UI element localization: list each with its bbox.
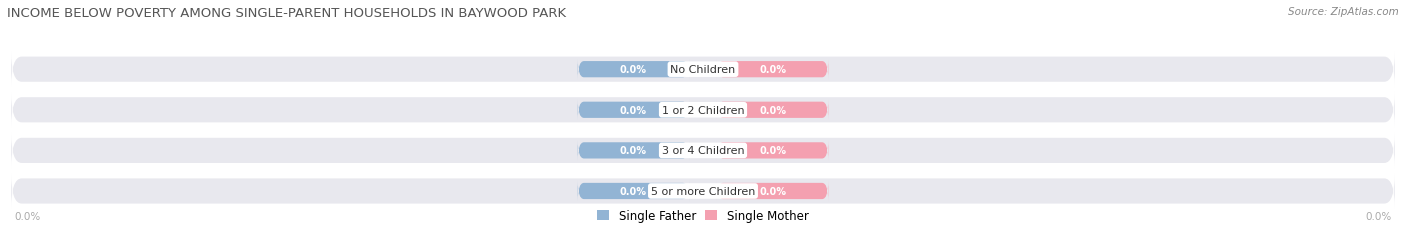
Text: 5 or more Children: 5 or more Children <box>651 186 755 196</box>
Text: INCOME BELOW POVERTY AMONG SINGLE-PARENT HOUSEHOLDS IN BAYWOOD PARK: INCOME BELOW POVERTY AMONG SINGLE-PARENT… <box>7 7 567 20</box>
Text: 0.0%: 0.0% <box>620 65 647 75</box>
Text: Source: ZipAtlas.com: Source: ZipAtlas.com <box>1288 7 1399 17</box>
FancyBboxPatch shape <box>717 100 828 120</box>
Text: 0.0%: 0.0% <box>759 65 786 75</box>
FancyBboxPatch shape <box>717 141 828 161</box>
FancyBboxPatch shape <box>11 173 1395 209</box>
Text: 0.0%: 0.0% <box>759 105 786 115</box>
FancyBboxPatch shape <box>11 93 1395 128</box>
FancyBboxPatch shape <box>578 181 689 201</box>
Text: 0.0%: 0.0% <box>14 211 41 221</box>
FancyBboxPatch shape <box>578 60 689 80</box>
FancyBboxPatch shape <box>11 52 1395 88</box>
FancyBboxPatch shape <box>578 141 689 161</box>
Text: 0.0%: 0.0% <box>759 186 786 196</box>
Text: 0.0%: 0.0% <box>1365 211 1392 221</box>
Text: 3 or 4 Children: 3 or 4 Children <box>662 146 744 156</box>
FancyBboxPatch shape <box>578 100 689 120</box>
FancyBboxPatch shape <box>11 133 1395 169</box>
Legend: Single Father, Single Mother: Single Father, Single Mother <box>598 210 808 222</box>
Text: 0.0%: 0.0% <box>620 186 647 196</box>
Text: 0.0%: 0.0% <box>620 105 647 115</box>
Text: 1 or 2 Children: 1 or 2 Children <box>662 105 744 115</box>
Text: 0.0%: 0.0% <box>759 146 786 156</box>
Text: 0.0%: 0.0% <box>620 146 647 156</box>
Text: No Children: No Children <box>671 65 735 75</box>
FancyBboxPatch shape <box>717 60 828 80</box>
FancyBboxPatch shape <box>717 181 828 201</box>
